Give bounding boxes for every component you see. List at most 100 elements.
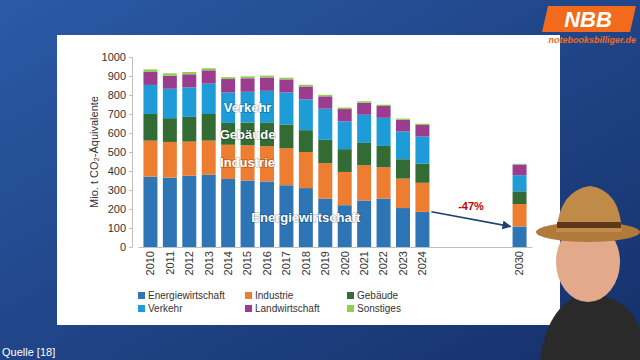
bar-segment (338, 121, 352, 149)
y-tick-label: 200 (108, 203, 126, 215)
bar-segment (279, 148, 293, 185)
legend-swatch (138, 305, 145, 312)
y-tick: 400 (108, 165, 132, 177)
bar-segment (241, 76, 255, 78)
bar-segment (299, 99, 313, 130)
y-tick-label: 800 (108, 89, 126, 101)
bar-segment (396, 208, 410, 247)
bar-segment (299, 152, 313, 188)
y-axis-title: Mio. t CO₂-Äquivalente (88, 96, 100, 208)
x-tick: 2013 (203, 247, 215, 275)
chart-panel (57, 35, 560, 325)
bar-segment (338, 108, 352, 110)
legend-item: Gebäude (347, 290, 399, 301)
legend-item: Verkehr (138, 303, 183, 314)
bar-segment (182, 142, 196, 176)
legend-item: Energiewirtschaft (138, 290, 225, 301)
x-tick: 2020 (339, 247, 351, 275)
bar-segment (163, 178, 177, 247)
bar-segment (202, 68, 216, 70)
x-tick-label: 2010 (144, 251, 156, 275)
bar-segment (357, 115, 371, 143)
bar-segment (415, 212, 429, 247)
bar-segment (202, 114, 216, 141)
x-axis: 2010201120122013201420152016201720182019… (139, 247, 533, 275)
bar-segment (415, 125, 429, 137)
bar-segment (163, 118, 177, 142)
y-tick: 800 (108, 89, 132, 101)
y-tick: 700 (108, 108, 132, 120)
y-tick-label: 100 (108, 222, 126, 234)
x-tick: 2017 (280, 247, 292, 275)
y-tick: 1000 (102, 51, 132, 63)
x-tick-label: 2011 (164, 251, 176, 275)
bar-segment (415, 183, 429, 212)
bar-segment (513, 175, 527, 191)
x-tick: 2024 (416, 247, 428, 275)
legend-item: Industrie (245, 290, 294, 301)
x-tick: 2018 (300, 247, 312, 275)
x-tick-label: 2013 (203, 251, 215, 275)
bar-segment (163, 89, 177, 118)
x-tick: 2021 (358, 247, 370, 275)
page: 0100200300400500600700800900100020102011… (0, 0, 640, 360)
presenter-hat (556, 186, 622, 232)
bar-segment (299, 86, 313, 99)
y-tick-label: 0 (120, 241, 126, 253)
x-tick-label: 2030 (513, 251, 525, 275)
bar-segment (279, 93, 293, 125)
legend: Energiewirtschaft Industrie Gebäude Verkehr… (138, 290, 401, 314)
x-tick-label: 2023 (397, 251, 409, 275)
bar-segment (318, 96, 332, 108)
bar-segment (318, 95, 332, 97)
legend-swatch (347, 305, 354, 312)
x-tick: 2030 (513, 247, 525, 275)
x-tick-label: 2020 (339, 251, 351, 275)
y-tick-label: 500 (108, 146, 126, 158)
bar-segment (377, 106, 391, 118)
bar-segment (318, 109, 332, 140)
bar-segment (513, 226, 527, 247)
bar-segment (260, 76, 274, 78)
bar-segment (338, 109, 352, 121)
y-axis-line (129, 58, 133, 248)
y-axis: 01002003004005006007008009001000 (102, 51, 133, 253)
bar-segment (396, 119, 410, 120)
y-tick-label: 700 (108, 108, 126, 120)
bar-segment (163, 73, 177, 75)
x-tick: 2022 (377, 247, 389, 275)
bar-segment (396, 159, 410, 178)
bar-segment (396, 179, 410, 208)
bar-segment (396, 131, 410, 159)
bar-segment (143, 69, 157, 72)
y-tick-mark (129, 57, 132, 58)
x-tick-label: 2015 (241, 251, 253, 275)
y-tick-mark (129, 228, 132, 229)
y-tick-mark (129, 171, 132, 172)
bar-segment (163, 142, 177, 178)
legend-swatch (245, 305, 252, 312)
annotation: -47% (458, 200, 484, 212)
x-tick-label: 2014 (222, 251, 234, 275)
logo-text: NBB (564, 7, 612, 32)
segment-label: Verkehr (224, 100, 272, 115)
legend-label: Energiewirtschaft (148, 290, 225, 301)
x-tick: 2014 (222, 247, 234, 275)
x-tick-label: 2012 (183, 251, 195, 275)
y-tick-mark (129, 133, 132, 134)
bar-segment (318, 140, 332, 163)
bar-segment (202, 70, 216, 83)
y-tick-label: 300 (108, 184, 126, 196)
legend-swatch (347, 292, 354, 299)
y-tick-mark (129, 152, 132, 153)
bar-segment (357, 101, 371, 103)
y-tick: 900 (108, 70, 132, 82)
bar-segment (143, 141, 157, 177)
x-tick-label: 2021 (358, 251, 370, 275)
legend-swatch (138, 292, 145, 299)
legend-label: Verkehr (148, 303, 183, 314)
bar-segment (357, 165, 371, 200)
bar-segment (202, 141, 216, 175)
y-tick: 300 (108, 184, 132, 196)
bar-segment (279, 78, 293, 80)
